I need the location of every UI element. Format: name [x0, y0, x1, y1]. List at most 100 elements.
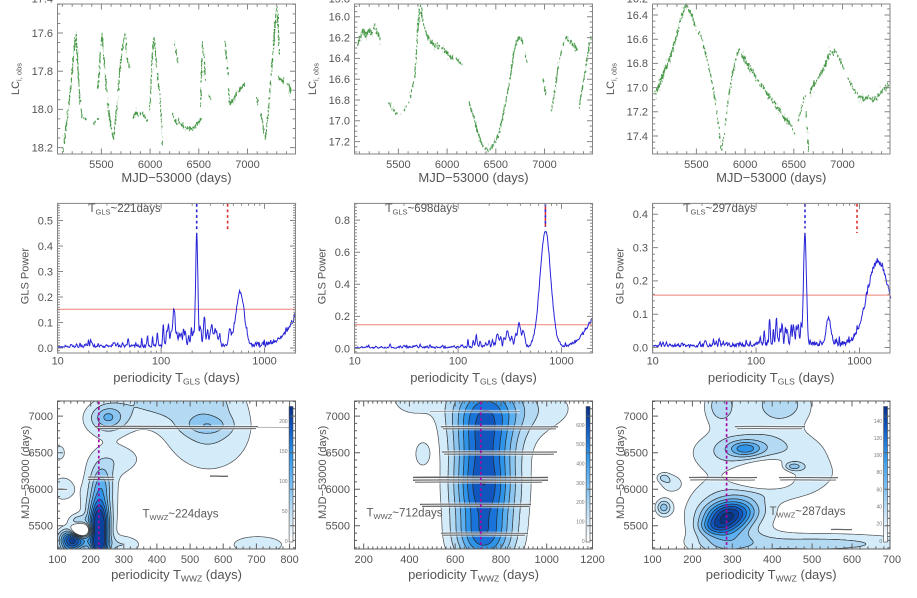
svg-text:7000: 7000 — [624, 411, 648, 423]
svg-text:6000: 6000 — [138, 159, 162, 171]
svg-text:MJD−53000 (days): MJD−53000 (days) — [615, 426, 627, 519]
svg-text:0.0: 0.0 — [335, 343, 350, 355]
svg-text:5500: 5500 — [326, 521, 350, 533]
svg-text:0.0: 0.0 — [633, 342, 648, 354]
svg-text:0.2: 0.2 — [335, 311, 350, 323]
svg-text:6000: 6000 — [624, 484, 648, 496]
svg-text:0: 0 — [582, 539, 585, 545]
svg-text:0.2: 0.2 — [38, 292, 53, 304]
svg-text:50: 50 — [282, 509, 288, 515]
svg-text:700: 700 — [883, 554, 901, 566]
svg-text:0.3: 0.3 — [38, 266, 53, 278]
svg-text:16.8: 16.8 — [627, 58, 648, 70]
svg-text:7000: 7000 — [532, 159, 556, 171]
svg-text:200: 200 — [683, 554, 701, 566]
svg-text:periodicity TWWZ (days): periodicity TWWZ (days) — [111, 567, 242, 584]
svg-text:periodicity TWWZ (days): periodicity TWWZ (days) — [706, 567, 837, 584]
svg-text:MJD−53000 (days): MJD−53000 (days) — [121, 170, 231, 185]
svg-text:periodicity TGLS (days): periodicity TGLS (days) — [708, 370, 835, 387]
svg-text:400: 400 — [400, 554, 418, 566]
svg-text:200: 200 — [576, 500, 585, 506]
svg-text:20: 20 — [877, 522, 883, 528]
svg-text:100: 100 — [747, 356, 765, 368]
svg-text:16.6: 16.6 — [627, 34, 648, 46]
svg-text:1000: 1000 — [534, 554, 558, 566]
svg-text:16.0: 16.0 — [329, 12, 350, 24]
svg-text:200: 200 — [279, 419, 288, 425]
svg-text:16.2: 16.2 — [329, 32, 350, 44]
svg-text:500: 500 — [803, 554, 821, 566]
svg-text:120: 120 — [874, 436, 883, 442]
svg-text:600: 600 — [843, 554, 861, 566]
svg-text:18.0: 18.0 — [32, 104, 53, 116]
svg-text:17.4: 17.4 — [627, 131, 648, 143]
svg-text:MJD−53000 (days): MJD−53000 (days) — [20, 426, 32, 519]
svg-text:10: 10 — [349, 356, 361, 368]
svg-text:80: 80 — [877, 470, 883, 476]
svg-text:6500: 6500 — [484, 159, 508, 171]
svg-text:GLS Power: GLS Power — [615, 248, 627, 305]
svg-text:17.8: 17.8 — [32, 66, 53, 78]
svg-text:0.2: 0.2 — [633, 276, 648, 288]
svg-text:0: 0 — [879, 539, 882, 545]
svg-text:15.8: 15.8 — [329, 0, 350, 5]
svg-text:0.8: 0.8 — [335, 215, 350, 227]
svg-text:16.4: 16.4 — [627, 10, 648, 22]
svg-text:6500: 6500 — [326, 448, 350, 460]
svg-text:periodicity TGLS (days): periodicity TGLS (days) — [113, 370, 240, 387]
svg-text:5500: 5500 — [89, 159, 113, 171]
svg-text:7000: 7000 — [326, 411, 350, 423]
svg-text:1000: 1000 — [252, 356, 276, 368]
svg-text:6500: 6500 — [782, 159, 806, 171]
svg-text:periodicity TWWZ (days): periodicity TWWZ (days) — [408, 567, 539, 584]
svg-text:17.6: 17.6 — [32, 28, 53, 40]
svg-text:16.6: 16.6 — [329, 74, 350, 86]
svg-text:5500: 5500 — [684, 159, 708, 171]
svg-text:5500: 5500 — [29, 521, 53, 533]
svg-text:140: 140 — [874, 419, 883, 425]
svg-text:5500: 5500 — [624, 521, 648, 533]
svg-text:7000: 7000 — [29, 411, 53, 423]
svg-text:100: 100 — [152, 356, 170, 368]
svg-text:600: 600 — [446, 554, 464, 566]
svg-text:7000: 7000 — [235, 159, 259, 171]
svg-text:0.4: 0.4 — [633, 209, 648, 221]
svg-text:100: 100 — [48, 554, 66, 566]
svg-text:MJD−53000 (days): MJD−53000 (days) — [716, 170, 826, 185]
svg-text:17.0: 17.0 — [329, 116, 350, 128]
svg-text:1200: 1200 — [580, 554, 604, 566]
svg-text:6500: 6500 — [624, 448, 648, 460]
svg-text:0.4: 0.4 — [335, 279, 350, 291]
svg-text:18.2: 18.2 — [32, 142, 53, 154]
svg-text:6500: 6500 — [187, 159, 211, 171]
svg-text:40: 40 — [877, 505, 883, 511]
svg-text:700: 700 — [247, 554, 265, 566]
svg-text:300: 300 — [576, 481, 585, 487]
svg-text:1000: 1000 — [549, 356, 573, 368]
svg-text:17.0: 17.0 — [627, 82, 648, 94]
svg-text:100: 100 — [576, 520, 585, 526]
svg-text:6000: 6000 — [326, 484, 350, 496]
svg-text:GLS Power: GLS Power — [20, 248, 32, 305]
svg-text:16.4: 16.4 — [329, 53, 350, 65]
svg-text:0.4: 0.4 — [38, 241, 53, 253]
svg-text:6000: 6000 — [733, 159, 757, 171]
svg-text:1000: 1000 — [847, 356, 871, 368]
svg-text:0.5: 0.5 — [38, 215, 53, 227]
svg-text:6500: 6500 — [29, 448, 53, 460]
svg-text:100: 100 — [449, 356, 467, 368]
svg-text:16.8: 16.8 — [329, 95, 350, 107]
svg-text:600: 600 — [214, 554, 232, 566]
svg-text:0: 0 — [285, 539, 288, 545]
svg-text:10: 10 — [52, 356, 64, 368]
svg-text:0.0: 0.0 — [38, 343, 53, 355]
svg-text:800: 800 — [280, 554, 298, 566]
svg-text:800: 800 — [492, 554, 510, 566]
svg-text:100: 100 — [643, 554, 661, 566]
svg-text:10: 10 — [647, 356, 659, 368]
svg-text:200: 200 — [82, 554, 100, 566]
svg-text:300: 300 — [115, 554, 133, 566]
svg-text:6000: 6000 — [29, 484, 53, 496]
svg-text:400: 400 — [763, 554, 781, 566]
svg-text:500: 500 — [181, 554, 199, 566]
